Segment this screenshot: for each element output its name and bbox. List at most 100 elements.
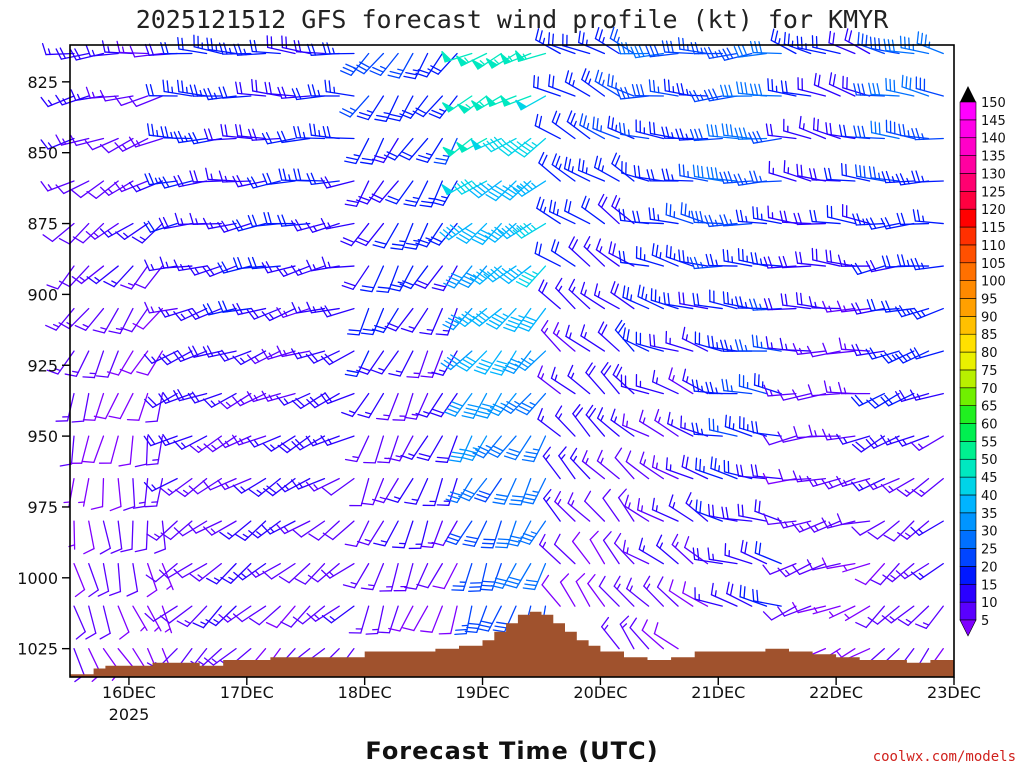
colorbar-segment: [959, 494, 977, 514]
wind-barb: [901, 74, 930, 97]
wind-barb: [276, 345, 311, 358]
wind-barb: [118, 435, 134, 467]
wind-barb: [498, 137, 532, 157]
wind-barb: [373, 520, 399, 547]
wind-barb: [584, 490, 606, 522]
wind-barb: [598, 575, 620, 607]
wind-barb: [120, 520, 134, 553]
wind-barb: [637, 497, 664, 522]
wind-barb: [798, 115, 827, 140]
wind-barb: [625, 450, 650, 480]
wind-barb: [98, 435, 119, 464]
wind-barb: [93, 392, 119, 420]
colorbar-segment: [959, 369, 977, 389]
wind-barb: [910, 562, 944, 581]
wind-barb: [292, 605, 326, 625]
colorbar-tick-label: 120: [981, 203, 1006, 218]
wind-barb: [321, 256, 355, 269]
wind-barb: [472, 435, 502, 459]
x-tick-label: 21DEC: [691, 683, 745, 702]
wind-barb: [187, 307, 222, 320]
wind-barb: [280, 605, 311, 628]
wind-barb: [851, 520, 885, 536]
wind-barb: [136, 350, 164, 376]
wind-barb: [614, 447, 635, 480]
wind-barb: [869, 562, 900, 586]
wind-barb: [145, 435, 164, 466]
wind-barb: [143, 477, 178, 492]
wind-barb: [639, 451, 664, 480]
wind-barb: [915, 605, 944, 630]
wind-barb: [415, 392, 443, 418]
wind-barb: [354, 222, 385, 247]
wind-barb: [866, 392, 900, 409]
wind-barb: [695, 457, 723, 480]
wind-barb: [217, 349, 252, 362]
wind-barb: [541, 574, 561, 607]
wind-barb: [144, 477, 164, 508]
wind-barb: [811, 247, 841, 267]
wind-barb: [173, 389, 208, 402]
wind-barb: [276, 477, 311, 493]
wind-barb: [322, 520, 355, 541]
wind-barb: [133, 265, 164, 289]
wind-barb: [189, 170, 222, 183]
wind-barb: [144, 392, 178, 409]
wind-barb: [188, 477, 222, 495]
wind-barb: [202, 392, 237, 408]
wind-barb: [559, 573, 576, 607]
wind-barb: [293, 126, 326, 140]
wind-barb: [895, 562, 930, 580]
wind-barb: [483, 265, 517, 283]
wind-barb: [159, 605, 193, 624]
wind-barb: [205, 605, 237, 627]
wind-barb: [344, 435, 370, 463]
wind-barb: [128, 136, 164, 148]
colorbar-tick-label: 25: [981, 543, 998, 558]
wind-barb: [419, 307, 443, 335]
x-axis-label: Forecast Time (UTC): [365, 737, 658, 765]
wind-barb: [515, 265, 547, 288]
wind-barb: [109, 477, 122, 512]
wind-barb: [783, 118, 812, 140]
colorbar-segment: [959, 512, 977, 531]
wind-barb: [572, 404, 591, 437]
wind-barb: [663, 292, 694, 310]
wind-barb: [69, 435, 90, 464]
wind-barb: [404, 222, 429, 250]
wind-barb: [594, 69, 620, 97]
wind-barb: [99, 137, 134, 154]
wind-barb: [534, 241, 561, 267]
wind-barb: [416, 562, 443, 589]
wind-barb: [844, 28, 871, 55]
wind-barb: [602, 488, 620, 522]
wind-barb: [694, 587, 723, 607]
wind-barb: [246, 307, 281, 320]
wind-barb: [564, 199, 591, 225]
wind-barb: [597, 193, 620, 225]
wind-barb: [508, 477, 532, 506]
wind-barb: [321, 477, 355, 496]
colorbar-segment: [959, 387, 977, 406]
wind-barb: [383, 137, 414, 161]
wind-barb: [909, 347, 944, 360]
wind-barb: [539, 533, 561, 565]
wind-barb: [585, 404, 606, 437]
wind-barb: [706, 124, 738, 140]
wind-barb: [548, 74, 576, 97]
wind-barb: [490, 562, 517, 589]
colorbar-tick-label: 45: [981, 471, 998, 486]
wind-barb: [895, 305, 930, 318]
wind-barb: [514, 50, 547, 63]
terrain-layer: [70, 611, 954, 677]
wind-barb: [276, 392, 311, 406]
wind-barb: [458, 477, 488, 502]
wind-barb: [665, 202, 694, 225]
wind-barb: [415, 222, 443, 248]
wind-barb: [83, 520, 95, 555]
wind-barb: [158, 350, 193, 366]
wind-barb: [596, 407, 620, 437]
wind-barb: [768, 160, 797, 182]
wind-barb: [763, 384, 797, 397]
wind-barb: [344, 137, 370, 165]
